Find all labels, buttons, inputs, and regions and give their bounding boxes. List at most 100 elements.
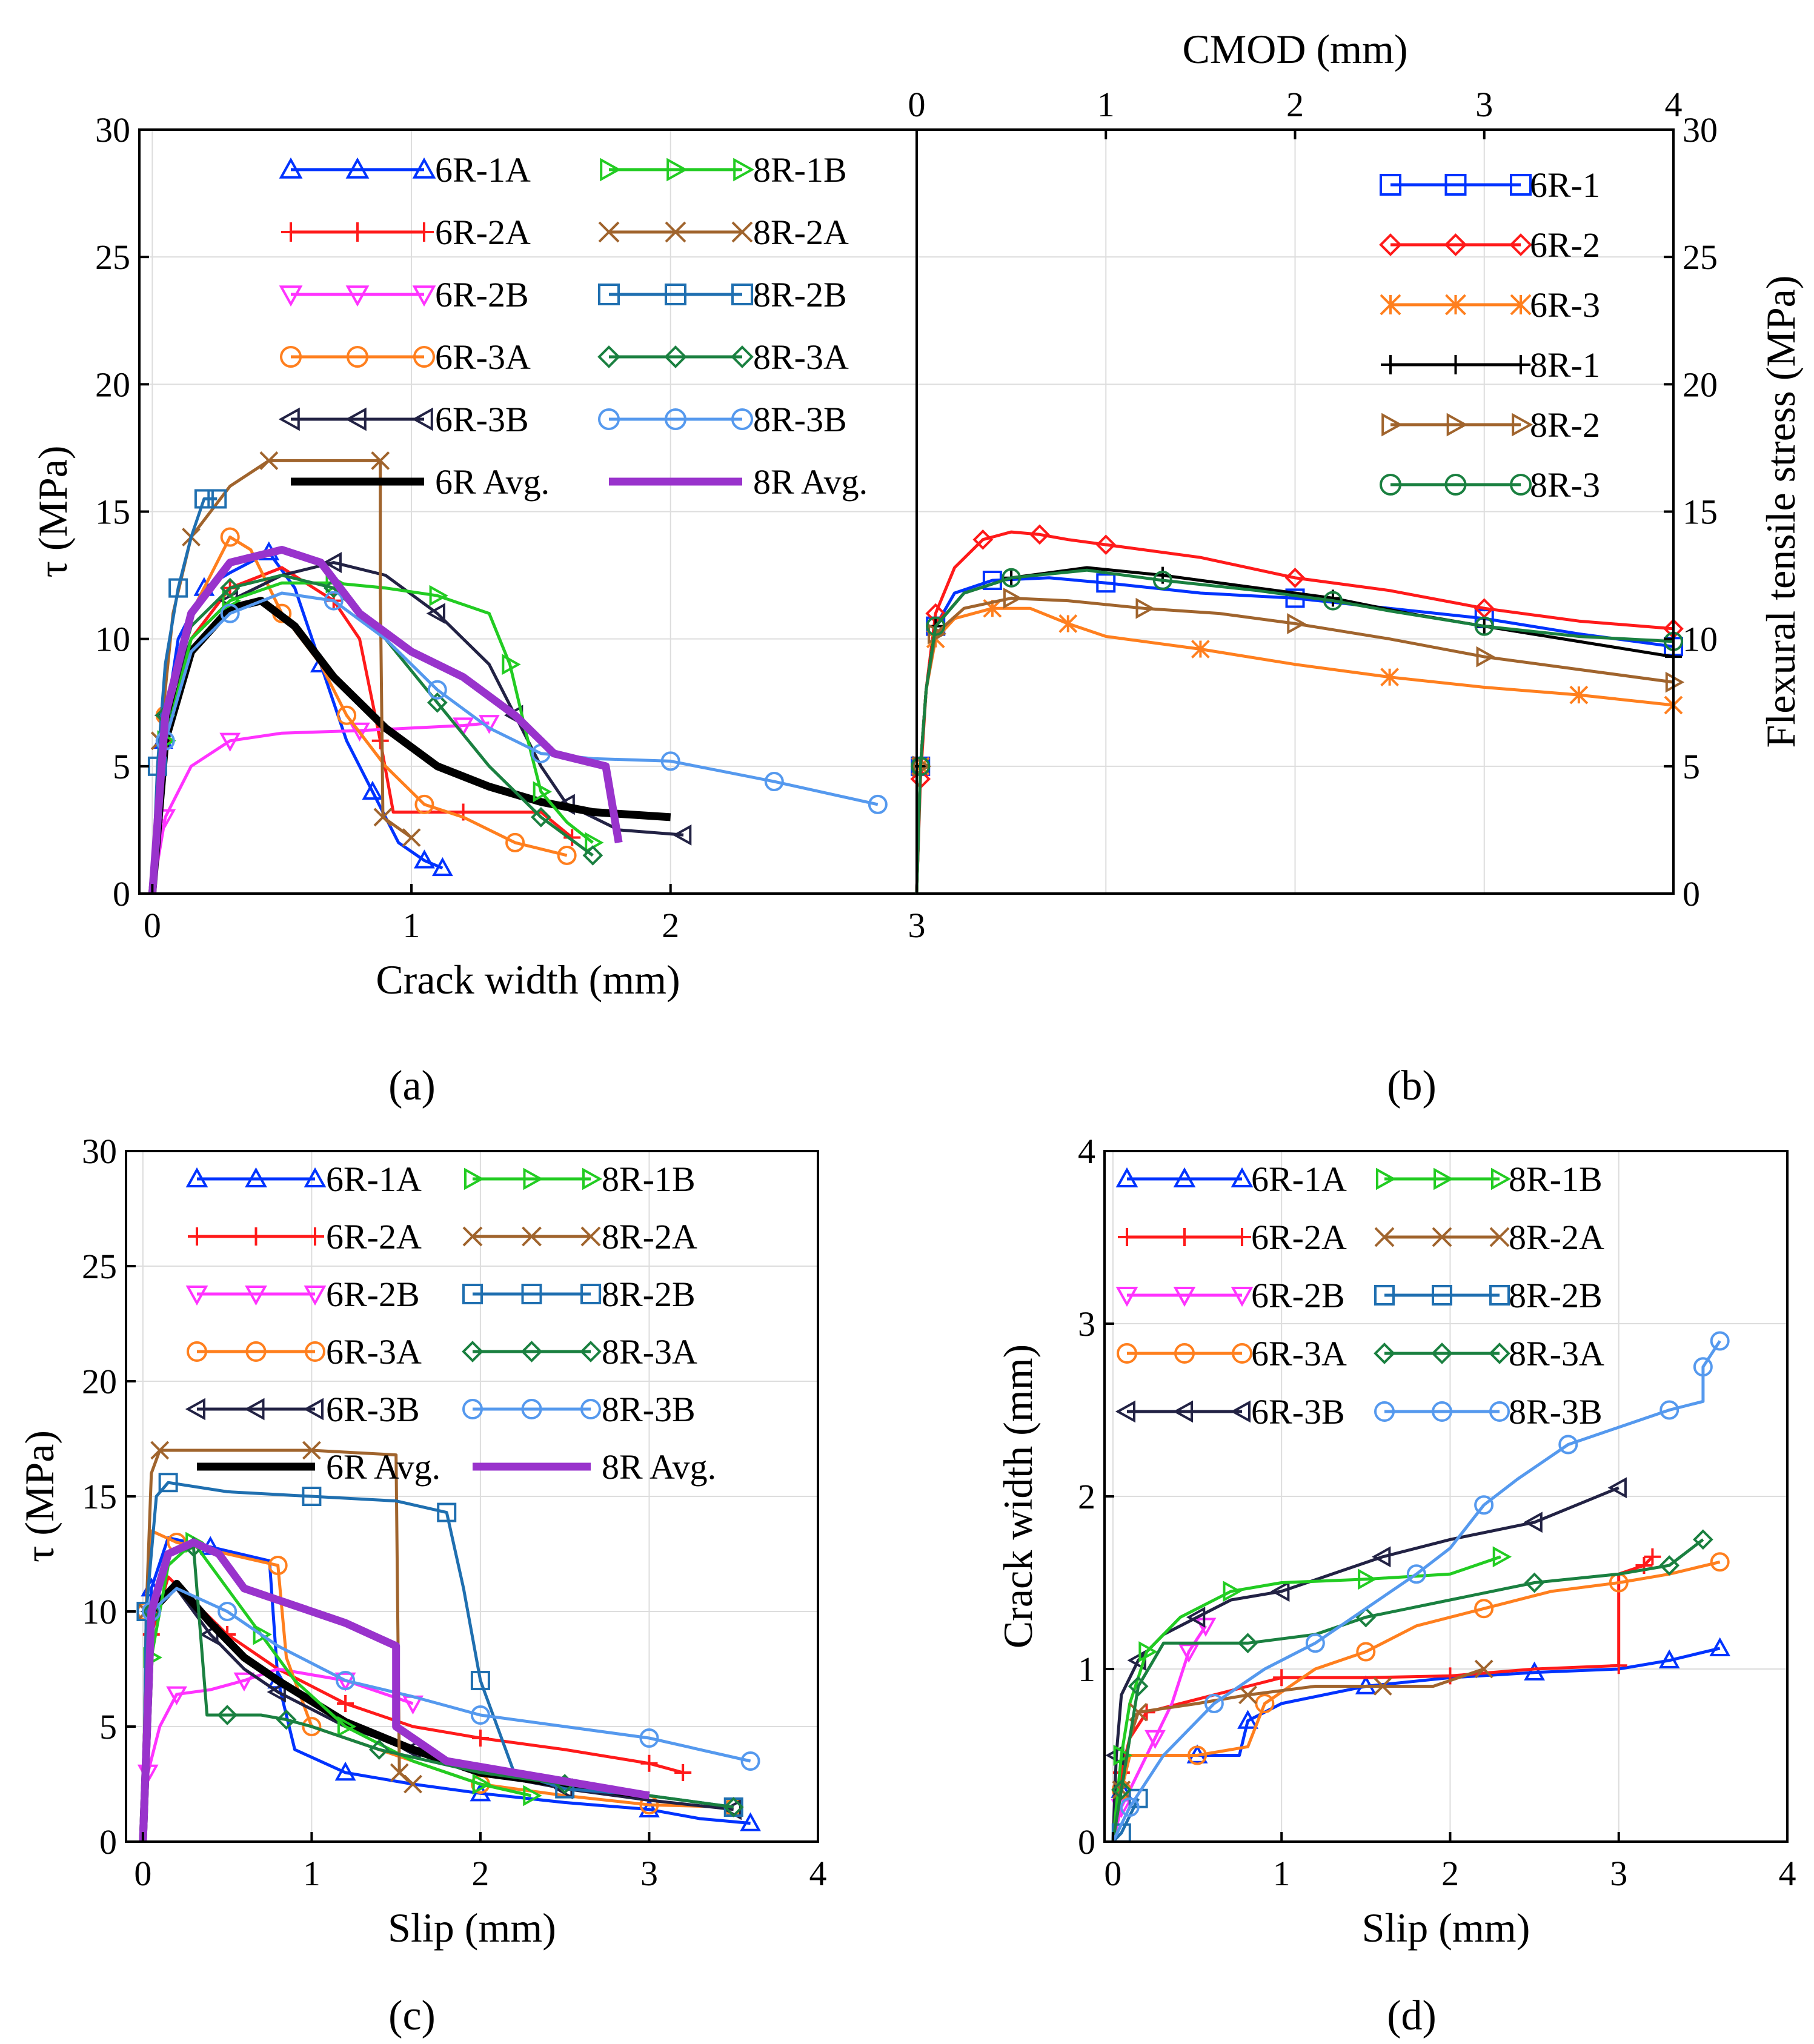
data-point-8R-3B [336, 1671, 356, 1690]
legend-item: 6R-3B [278, 400, 529, 439]
legend-item: 6R-3A [280, 337, 531, 377]
data-point-8R-3B [639, 1728, 659, 1748]
legend-label: 6R-3B [326, 1390, 420, 1429]
legend-item: 8R Avg. [473, 1447, 716, 1487]
series-line-6R-3B [1111, 1486, 1620, 1842]
tick-label-x: 1 [1097, 85, 1115, 124]
x-axis-title: CMOD (mm) [1182, 26, 1407, 72]
data-point-8R-3B [868, 794, 888, 814]
data-point-8R-1B [429, 585, 448, 606]
legend-item: 8R-3B [1374, 1392, 1603, 1432]
tick-label-y: 15 [82, 1477, 117, 1516]
tick-label-x: 3 [640, 1854, 658, 1893]
legend-item: 6R-1 [1380, 165, 1600, 205]
legend-marker [1231, 1167, 1254, 1187]
data-point-6R-2A [371, 732, 389, 749]
legend-item: 6R-2A [1118, 1218, 1347, 1257]
legend-marker [306, 1227, 324, 1246]
legend-marker [1380, 294, 1401, 316]
legend-marker [731, 345, 754, 368]
legend-item: 6R-1A [279, 150, 531, 190]
legend: 6R-1A 6R-2A 6R-2B 6R-3A 6R-3B 6R Avg. 8R-1B 8R-… [278, 150, 868, 502]
data-point-6R-3A [1188, 1745, 1208, 1765]
data-point-8R-1B [1138, 1641, 1158, 1662]
data-point-8R-1B [1358, 1568, 1377, 1590]
tick-label-x: 0 [908, 85, 926, 124]
legend-label: 8R-2B [1509, 1276, 1603, 1315]
data-point-6R-3B [267, 1681, 286, 1703]
data-point-6R-2A [1610, 1657, 1627, 1674]
legend-marker [1489, 1342, 1510, 1364]
legend-marker [665, 408, 686, 430]
series-line-6R-1A [141, 1536, 751, 1842]
data-point-8R-2A [150, 1441, 170, 1460]
legend-marker [1512, 413, 1533, 437]
ticks: 0 1 2 3 4 0 1 2 3 4 [1078, 1132, 1796, 1893]
data-point-6R-3B [322, 552, 342, 573]
gridlines [1105, 1151, 1787, 1842]
series-line-8R Avg. [148, 546, 623, 894]
legend-marker [523, 1167, 543, 1190]
tick-label-y: 25 [82, 1247, 117, 1286]
tick-label-y: 0 [99, 1822, 117, 1862]
tick-label-y: 4 [1078, 1132, 1095, 1171]
legend-marker [304, 1286, 327, 1306]
legend-item: 6R-3A [1117, 1334, 1347, 1373]
gridlines [126, 1151, 818, 1842]
legend-marker [521, 1399, 542, 1419]
legend-marker [580, 1284, 601, 1304]
data-point-8R-3B [764, 772, 784, 792]
legend-marker [1374, 1342, 1395, 1364]
legend-marker [666, 158, 688, 182]
data-point-6R-1A [414, 849, 435, 869]
legend-label: 8R-3B [602, 1390, 696, 1429]
legend-label: 6R-2B [1251, 1276, 1345, 1315]
legend: 6R-1 6R-2 6R-3 8R-1 8R-2 8R-3 [1379, 165, 1600, 505]
data-point-6R-3A [220, 527, 240, 547]
data-point-6R-3B [1607, 1477, 1627, 1499]
legend-marker [598, 408, 620, 430]
data-point-8R-2 [1287, 613, 1306, 634]
x-axis-title: Slip (mm) [1362, 1905, 1530, 1951]
series-line-8R-2A [150, 459, 413, 894]
legend-item: 6R-2B [279, 275, 529, 314]
legend-marker [281, 222, 301, 242]
data-point-6R-2 [972, 529, 994, 550]
legend-marker [1446, 413, 1468, 437]
legend-marker [1380, 174, 1401, 196]
data-point-8R-3A [723, 1797, 744, 1817]
legend-label: 8R-3B [753, 400, 847, 439]
data-point-6R-2B [1195, 1618, 1217, 1637]
series-group [910, 524, 1685, 894]
tick-label-x: 4 [1779, 1854, 1796, 1893]
legend-marker [1230, 1400, 1251, 1423]
data-point-8R-2B [158, 1473, 178, 1493]
data-point-8R-2A [402, 828, 421, 847]
legend-item: 8R-3 [1380, 465, 1600, 505]
data-point-6R-1A [1524, 1661, 1545, 1681]
legend-marker [1233, 1228, 1251, 1246]
data-point-6R-2A [471, 1730, 489, 1747]
data-point-6R-2A [640, 1754, 658, 1772]
data-point-8R-3A [582, 845, 603, 866]
legend-marker [414, 222, 434, 242]
series-group [136, 1441, 761, 1842]
data-point-6R-2A [674, 1764, 692, 1781]
legend-label: 8R-3 [1530, 465, 1600, 505]
data-point-8R-2A [1474, 1659, 1493, 1679]
data-point-6R-2 [1284, 567, 1306, 588]
legend-item: 6R-2A [281, 213, 531, 252]
legend-marker [247, 1227, 265, 1246]
data-point-8R-3B [740, 1751, 760, 1771]
legend-marker [279, 285, 303, 307]
legend-marker [1374, 1285, 1395, 1306]
legend-label: 8R-1B [753, 150, 847, 190]
legend-marker [279, 157, 303, 179]
data-point-8R-1B [1113, 1745, 1132, 1766]
legend-label: 6R-2A [326, 1217, 422, 1256]
data-point-6R-3A [268, 1556, 288, 1575]
tick-label-y: 30 [95, 110, 130, 150]
legend-label: 8R-3A [753, 337, 849, 377]
data-point-8R-3 [1323, 591, 1343, 611]
